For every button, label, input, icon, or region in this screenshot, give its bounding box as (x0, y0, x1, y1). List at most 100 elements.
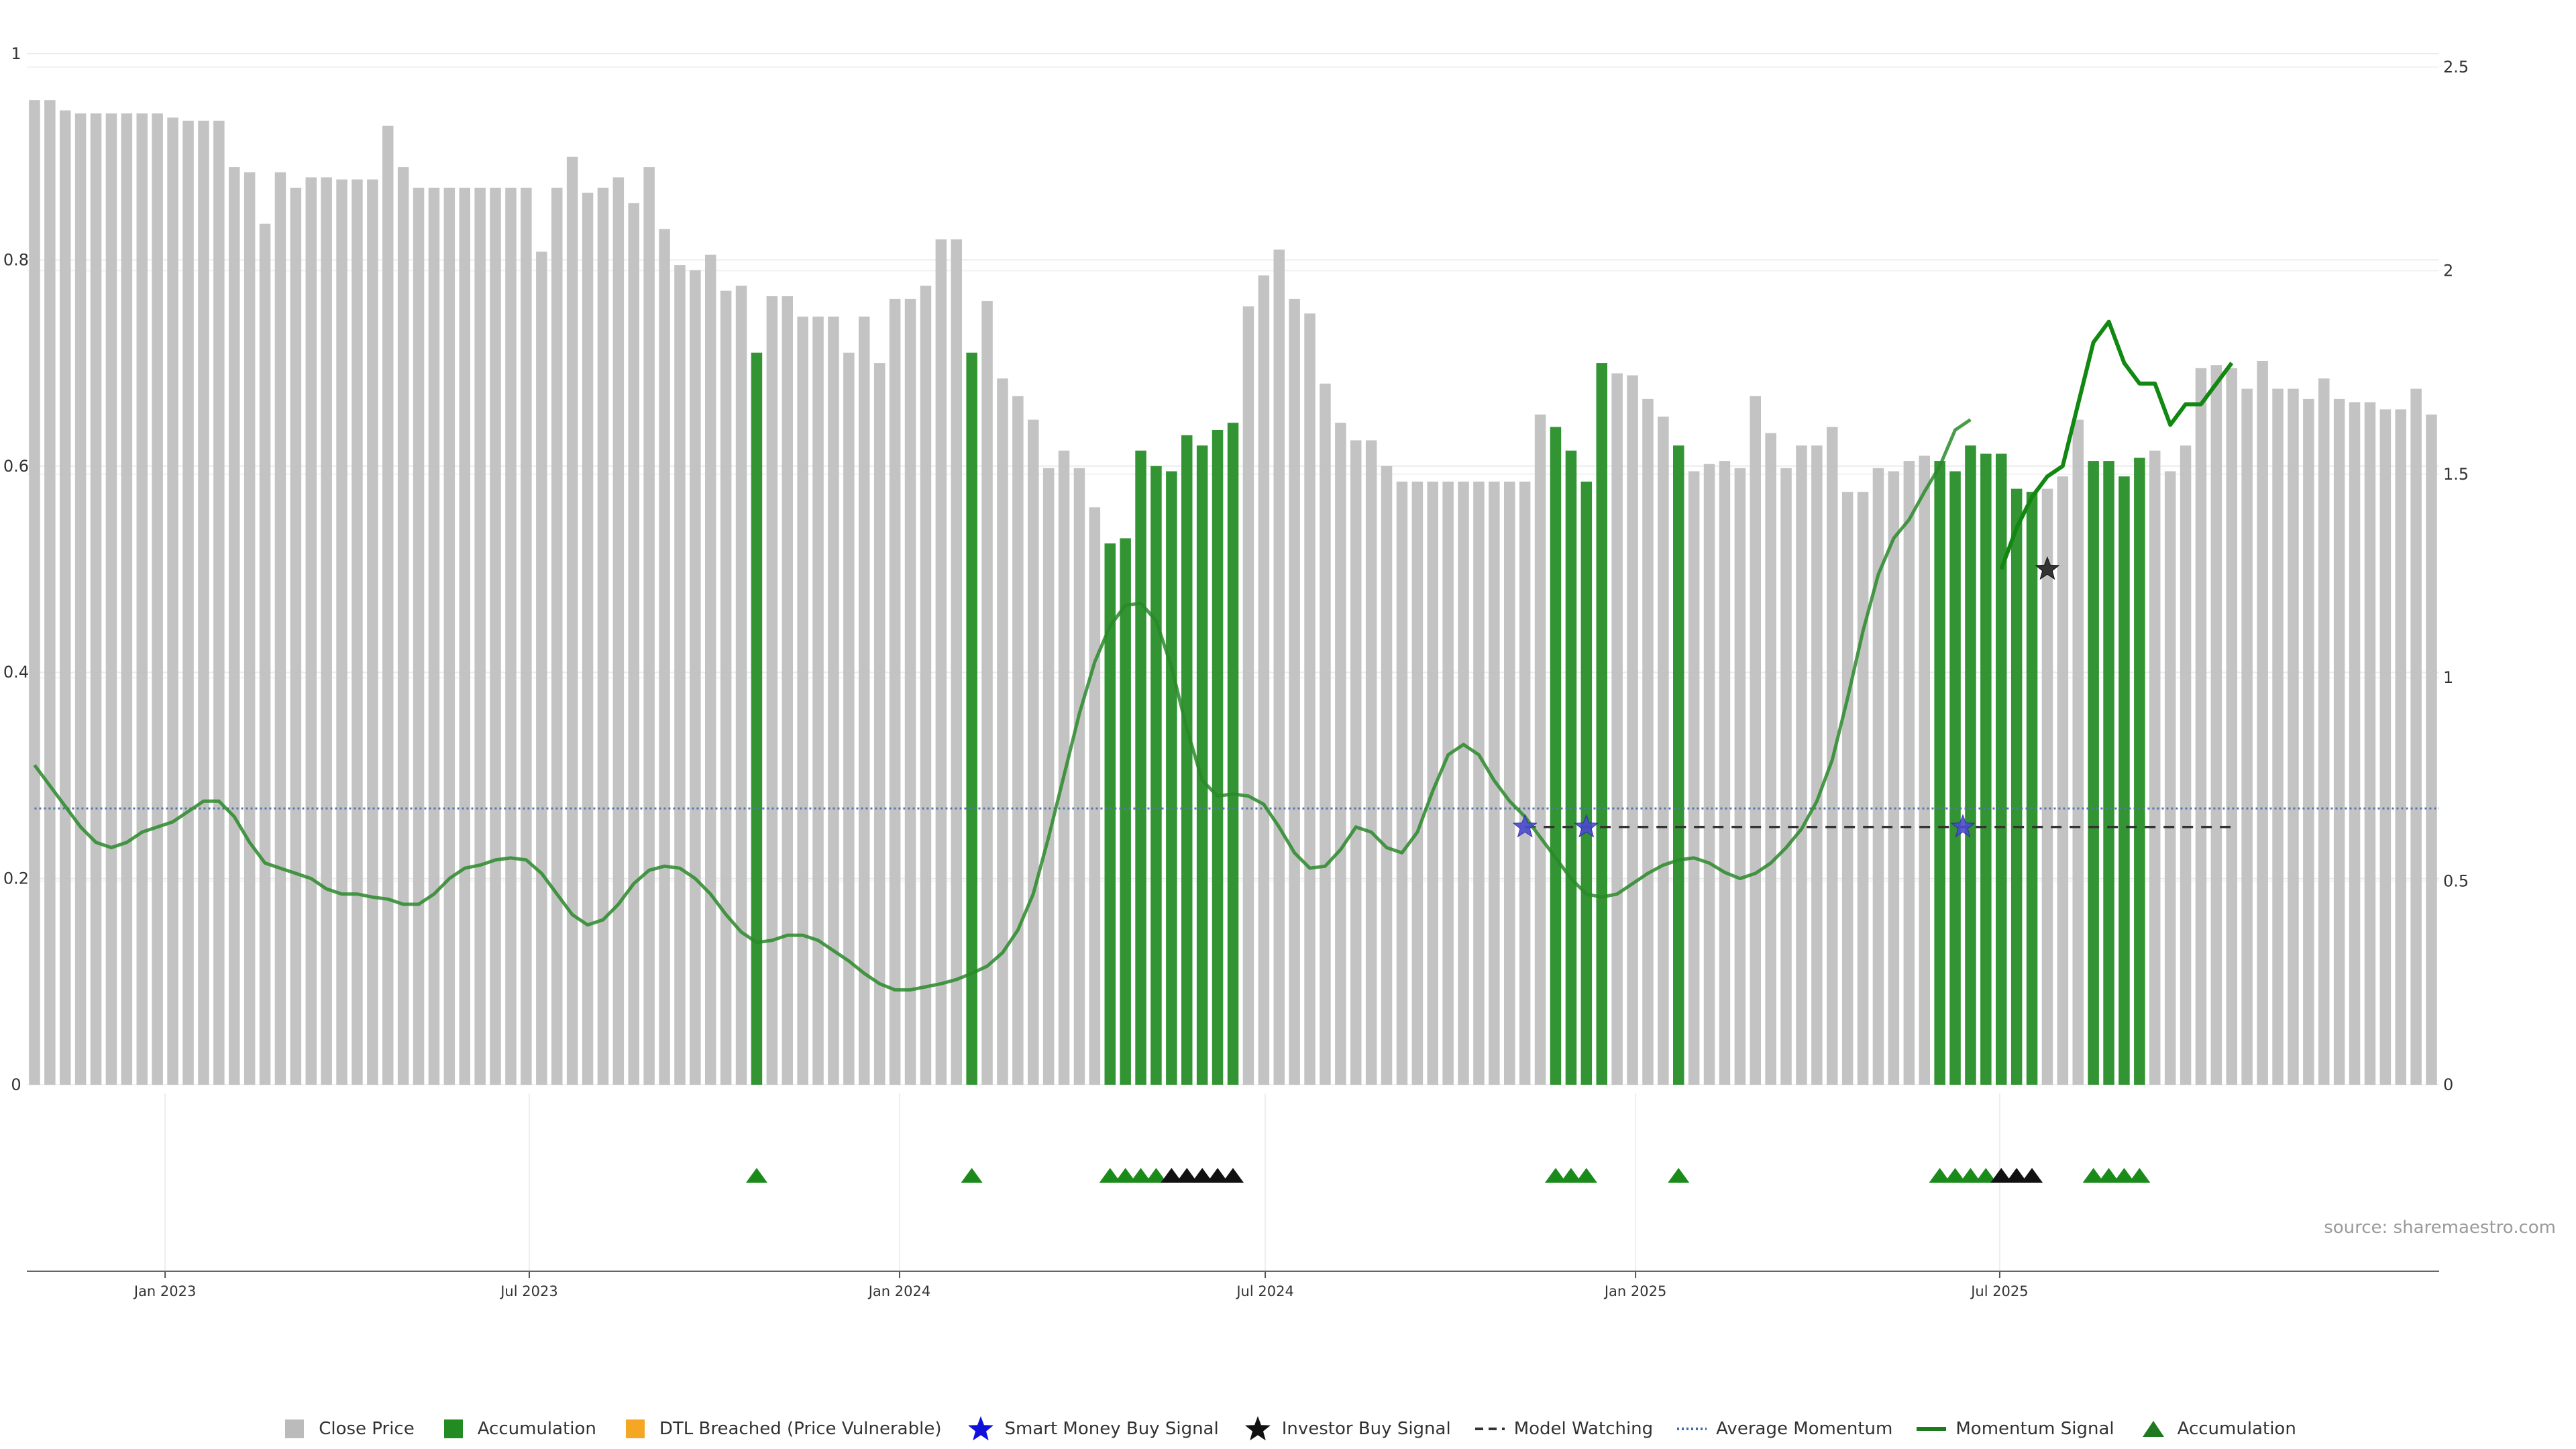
close-price-bar (1611, 373, 1623, 1085)
close-price-bar (1765, 433, 1776, 1085)
close-price-bar (1903, 461, 1915, 1085)
close-price-bar (705, 254, 716, 1085)
close-price-bar (367, 179, 378, 1085)
close-price-bar (1919, 455, 1930, 1085)
close-price-bar (29, 100, 40, 1085)
legend-item-close-price: Close Price (280, 1418, 415, 1440)
close-price-bar (2333, 398, 2345, 1085)
accumulation-marker (1130, 1168, 1152, 1183)
close-price-bar (521, 187, 532, 1085)
legend-symbol-square-icon (621, 1418, 650, 1440)
legend-label: Accumulation (2177, 1419, 2296, 1439)
close-price-bar (2364, 402, 2376, 1085)
close-price-bar (1320, 383, 1331, 1085)
accumulation-marker (1668, 1168, 1690, 1183)
close-price-bar (90, 113, 102, 1085)
accumulation-marker-dark (1990, 1168, 2012, 1183)
accumulation-bar (1227, 423, 1239, 1085)
close-price-bar (1872, 468, 1884, 1085)
close-price-bar (1258, 275, 1270, 1085)
accumulation-bar (966, 352, 977, 1085)
legend-label: Investor Buy Signal (1281, 1419, 1451, 1439)
close-price-bar (2241, 388, 2253, 1085)
close-price-bar (1473, 481, 1485, 1085)
left-axis-tick-label: 0.2 (3, 869, 29, 888)
close-price-bar (474, 187, 486, 1085)
close-price-bar (459, 187, 470, 1085)
x-axis-tick-label: Jan 2025 (1603, 1283, 1667, 1299)
close-price-bar (2041, 488, 2053, 1085)
close-price-bar (1442, 481, 1454, 1085)
accumulation-marker-dark (1207, 1168, 1229, 1183)
close-price-bar (997, 378, 1008, 1085)
legend-item-smart-money: Smart Money Buy Signal (966, 1416, 1219, 1441)
close-price-bar (44, 100, 56, 1085)
close-price-bar (1658, 417, 1669, 1085)
right-axis-tick-label: 0.5 (2443, 872, 2469, 891)
close-price-bar (1888, 471, 1900, 1085)
legend-item-momentum-signal: Momentum Signal (1917, 1418, 2114, 1440)
left-axis-tick-label: 0 (11, 1075, 21, 1094)
momentum-signal-recent-line (1999, 319, 2234, 570)
close-price-bar (336, 179, 347, 1085)
close-price-bar (105, 113, 117, 1085)
close-price-bar (1058, 450, 1070, 1085)
close-price-bar (1642, 398, 1654, 1085)
close-price-bar (782, 296, 793, 1085)
accumulation-bar (2103, 461, 2114, 1085)
close-price-bar (74, 113, 87, 1085)
accumulation-bar (2088, 461, 2099, 1085)
close-price-bar (2410, 388, 2422, 1085)
close-price-bar (1396, 481, 1408, 1085)
close-price-bar (720, 290, 732, 1085)
accumulation-bar (1565, 450, 1577, 1085)
smart-money-buy-star (1574, 814, 1599, 838)
accumulation-marker (1544, 1168, 1566, 1183)
close-price-bar (2149, 450, 2161, 1085)
x-axis-tick-label: Jan 2023 (133, 1283, 197, 1299)
close-price-bar (1304, 313, 1316, 1085)
accumulation-marker (745, 1168, 767, 1183)
accumulation-bar (1580, 481, 1593, 1085)
close-price-bar (136, 113, 148, 1085)
close-price-bar (1089, 507, 1101, 1085)
accumulation-marker (1560, 1168, 1582, 1183)
close-price-bar (2180, 445, 2192, 1085)
legend-label: Close Price (319, 1419, 415, 1439)
left-axis-tick-label: 0.4 (3, 663, 29, 682)
accumulation-bar (2118, 476, 2130, 1085)
legend-symbol-line-icon (1917, 1418, 1947, 1440)
close-price-bar (920, 285, 932, 1085)
left-axis-tick-label: 0.8 (3, 250, 29, 269)
accumulation-marker (1099, 1168, 1121, 1183)
close-price-bar (1028, 419, 1039, 1085)
accumulation-bar (1120, 538, 1131, 1085)
legend-symbol-dash-icon (1474, 1418, 1505, 1440)
close-price-bar (2272, 388, 2284, 1085)
legend-item-investor: Investor Buy Signal (1243, 1416, 1451, 1441)
close-price-bar (2210, 365, 2222, 1085)
accumulation-marker (2113, 1168, 2135, 1183)
right-axis-tick-label: 0 (2443, 1075, 2453, 1094)
close-price-bar (2318, 378, 2330, 1085)
close-price-bar (1381, 466, 1393, 1085)
accumulation-marker (1145, 1168, 1167, 1183)
accumulation-bar (751, 352, 763, 1085)
close-price-bar (2426, 414, 2437, 1085)
close-price-bar (859, 316, 870, 1085)
left-axis-tick-label: 0.6 (3, 457, 29, 476)
close-price-bar (2395, 409, 2406, 1085)
momentum-signal-line (33, 418, 1972, 992)
price-momentum-chart: 0 0.2 0.4 0.6 0.8 1 0 0.5 1 1.5 2 2.5 Jan 2023 Jul 20… (3, 44, 2556, 1299)
close-price-bar (1519, 481, 1531, 1085)
x-axis-tick-label: Jan 2024 (867, 1283, 931, 1299)
close-price-bar (1841, 492, 1854, 1085)
close-price-bar (2226, 368, 2237, 1085)
accumulation-bar (1150, 466, 1162, 1085)
right-axis-tick-label: 2.5 (2443, 58, 2469, 76)
accumulation-bar (1196, 445, 1208, 1085)
smart-money-buy-star (1950, 814, 1976, 838)
right-axis-tick-label: 1.5 (2443, 465, 2469, 484)
accumulation-marker (1960, 1168, 1982, 1183)
close-price-bar (551, 187, 563, 1085)
